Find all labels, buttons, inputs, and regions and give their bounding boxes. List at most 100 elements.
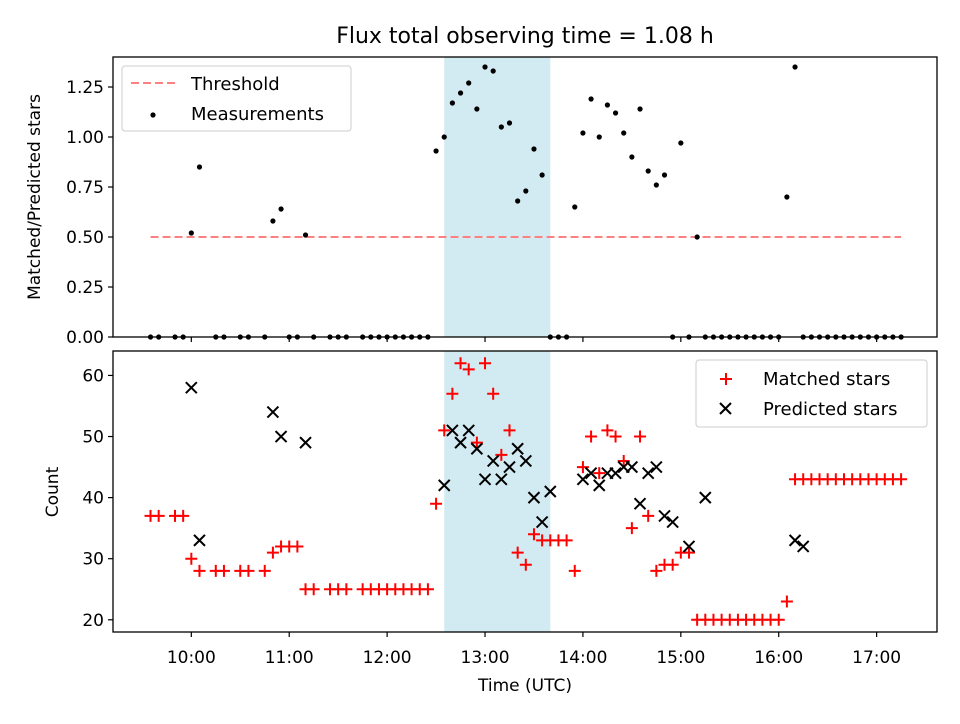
top-legend-frame xyxy=(121,65,352,132)
predicted-star-point xyxy=(584,466,598,480)
matched-star-point xyxy=(511,546,524,559)
bottom-x-axis-label: Time (UTC) xyxy=(477,676,572,696)
measurement-point xyxy=(637,106,643,112)
y-tick-label: 40 xyxy=(82,489,104,509)
measurement-point xyxy=(580,130,586,136)
measurement-point xyxy=(188,230,194,236)
predicted-star-point xyxy=(185,381,198,394)
matched-star-point xyxy=(527,528,540,541)
matched-star-point xyxy=(642,509,655,522)
bottom-highlight-span xyxy=(444,351,551,632)
matched-star-point xyxy=(258,564,271,577)
top-x-axis-ticks xyxy=(190,337,878,342)
bottom-legend-frame xyxy=(695,359,928,428)
matched-star-point xyxy=(193,564,206,577)
matched-star-point xyxy=(780,595,793,608)
matched-stars-series xyxy=(144,357,908,626)
legend-matched-swatch xyxy=(720,373,732,385)
measurement-point xyxy=(694,234,700,240)
predicted-star-point xyxy=(446,424,459,437)
predicted-star-point xyxy=(650,460,663,474)
matched-star-point xyxy=(421,583,434,596)
bottom-panel: 20 30 40 50 60 10:00 11:00 12:00 13:00 14:00 15:0… xyxy=(43,350,938,696)
chart-title: Flux total observing time = 1.08 h xyxy=(336,24,714,49)
predicted-star-point xyxy=(682,540,696,553)
measurement-point xyxy=(531,146,537,152)
predicted-star-point xyxy=(511,442,524,455)
bottom-legend: Matched stars Predicted stars xyxy=(695,359,928,428)
measurement-point xyxy=(645,168,651,174)
y-tick-label: 0.00 xyxy=(66,328,104,348)
matched-star-point xyxy=(585,430,598,443)
matched-star-point xyxy=(177,509,190,522)
y-tick-label: 30 xyxy=(82,550,104,570)
predicted-star-point xyxy=(666,515,679,529)
y-tick-label: 0.25 xyxy=(66,278,104,298)
matched-star-point xyxy=(454,357,467,370)
matched-star-point xyxy=(634,430,647,443)
measurement-point xyxy=(457,90,464,96)
matched-star-point xyxy=(438,424,451,437)
measurement-point xyxy=(792,64,798,70)
legend-measurement-label: Measurements xyxy=(191,104,324,125)
matched-star-point xyxy=(568,564,581,577)
measurement-point xyxy=(466,80,472,86)
matched-star-point xyxy=(519,558,532,571)
predicted-star-point xyxy=(544,485,557,498)
legend-threshold-label: Threshold xyxy=(190,74,280,95)
matched-star-point xyxy=(682,546,695,559)
matched-star-point xyxy=(291,540,304,553)
y-tick-label: 1.25 xyxy=(66,78,104,98)
top-highlight-span xyxy=(444,57,551,337)
measurement-point xyxy=(506,120,513,126)
matched-star-point xyxy=(625,522,638,535)
measurement-point xyxy=(612,110,619,116)
predicted-star-point xyxy=(796,540,810,553)
matched-star-point xyxy=(185,552,198,565)
matched-star-point xyxy=(307,583,320,596)
measurement-point xyxy=(621,130,627,136)
matched-star-point xyxy=(650,564,663,577)
measurement-point xyxy=(572,204,578,210)
measurement-point xyxy=(449,100,455,106)
matched-star-point xyxy=(266,546,279,559)
predicted-star-point xyxy=(266,405,280,419)
predicted-star-point xyxy=(658,509,671,523)
measurement-point xyxy=(278,206,284,212)
matched-star-point xyxy=(430,497,443,510)
matched-star-point xyxy=(895,473,908,486)
top-y-axis-label: Matched/Predicted stars xyxy=(25,94,45,300)
predicted-stars-series xyxy=(185,381,810,553)
measurements-series xyxy=(147,64,904,340)
measurement-point xyxy=(474,106,480,112)
y-tick-label: 0.50 xyxy=(66,228,104,248)
matched-star-point xyxy=(503,424,516,437)
predicted-star-point xyxy=(699,491,712,504)
measurement-point xyxy=(523,188,529,194)
measurement-point xyxy=(784,194,790,200)
predicted-star-point xyxy=(470,442,484,455)
measurement-point xyxy=(629,154,635,160)
predicted-star-point xyxy=(527,491,541,504)
matched-star-point xyxy=(495,448,508,461)
predicted-star-point xyxy=(438,479,451,492)
predicted-star-point xyxy=(495,473,508,486)
y-tick-label: 0.75 xyxy=(66,178,104,198)
matched-star-point xyxy=(593,467,606,480)
matched-star-point xyxy=(666,558,679,571)
y-tick-label: 60 xyxy=(82,366,104,386)
measurement-point xyxy=(588,96,594,102)
x-tick-label: 10:00 xyxy=(167,648,216,668)
measurement-point xyxy=(596,134,602,140)
predicted-star-point xyxy=(193,534,206,547)
measurement-point xyxy=(604,102,611,108)
matched-star-point xyxy=(152,509,165,522)
predicted-star-point xyxy=(454,436,467,449)
predicted-star-point xyxy=(519,454,533,468)
matched-star-point xyxy=(470,436,483,449)
x-tick-label: 15:00 xyxy=(656,648,705,668)
predicted-star-point xyxy=(486,454,500,468)
measurement-point xyxy=(270,218,276,224)
legend-predicted-label: Predicted stars xyxy=(763,399,897,420)
matched-star-point xyxy=(576,461,589,474)
